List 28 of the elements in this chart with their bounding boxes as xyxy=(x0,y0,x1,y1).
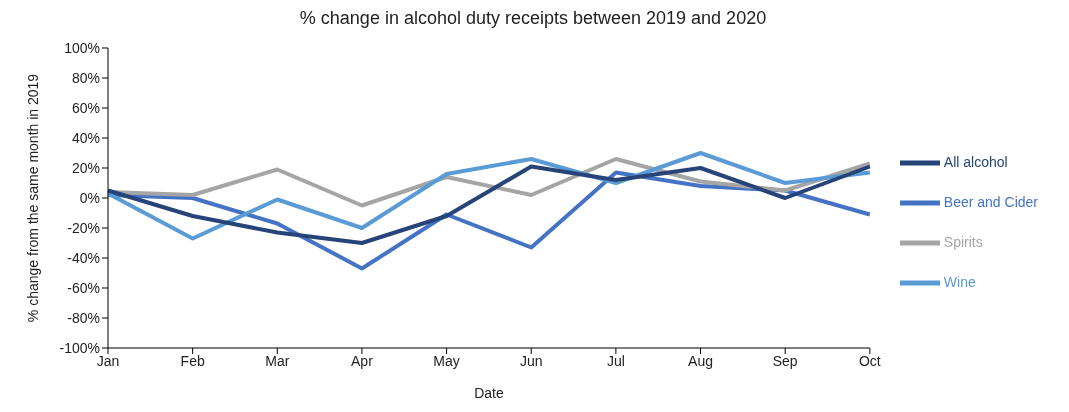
y-tick-label: 60% xyxy=(71,99,100,116)
line-series xyxy=(106,164,872,245)
y-tick-label: 100% xyxy=(64,39,100,56)
y-tick-label: 80% xyxy=(71,69,100,86)
y-tick-label: -80% xyxy=(67,309,100,326)
line-series xyxy=(106,151,872,241)
x-tick-label: Feb xyxy=(180,352,205,369)
x-tick-label: Apr xyxy=(351,352,374,369)
y-axis-title: % change from the same month in 2019 xyxy=(24,73,41,323)
y-tick-label: 40% xyxy=(71,129,100,146)
x-tick-label: Aug xyxy=(688,352,713,369)
x-tick-label: Mar xyxy=(265,352,290,369)
legend-label: Wine xyxy=(943,273,976,290)
y-tick-label: 0% xyxy=(79,189,100,206)
x-tick-label: May xyxy=(433,352,460,369)
y-tick-label: -60% xyxy=(67,279,100,296)
y-tick-label: -40% xyxy=(67,249,100,266)
x-tick-label: Sep xyxy=(772,352,798,369)
x-tick-label: Jun xyxy=(519,352,543,369)
y-tick-label: -20% xyxy=(67,219,100,236)
chart-title: % change in alcohol duty receipts between 2019 and 2020 xyxy=(298,8,768,30)
x-tick-label: Oct xyxy=(858,352,881,369)
y-tick-label: 20% xyxy=(71,159,100,176)
x-axis-title: Date xyxy=(474,385,504,401)
legend-label: Beer and Cider xyxy=(943,193,1038,210)
x-tick-label: Jul xyxy=(606,352,625,369)
legend-label: Spirits xyxy=(943,233,983,250)
legend-label: All alcohol xyxy=(943,153,1008,170)
